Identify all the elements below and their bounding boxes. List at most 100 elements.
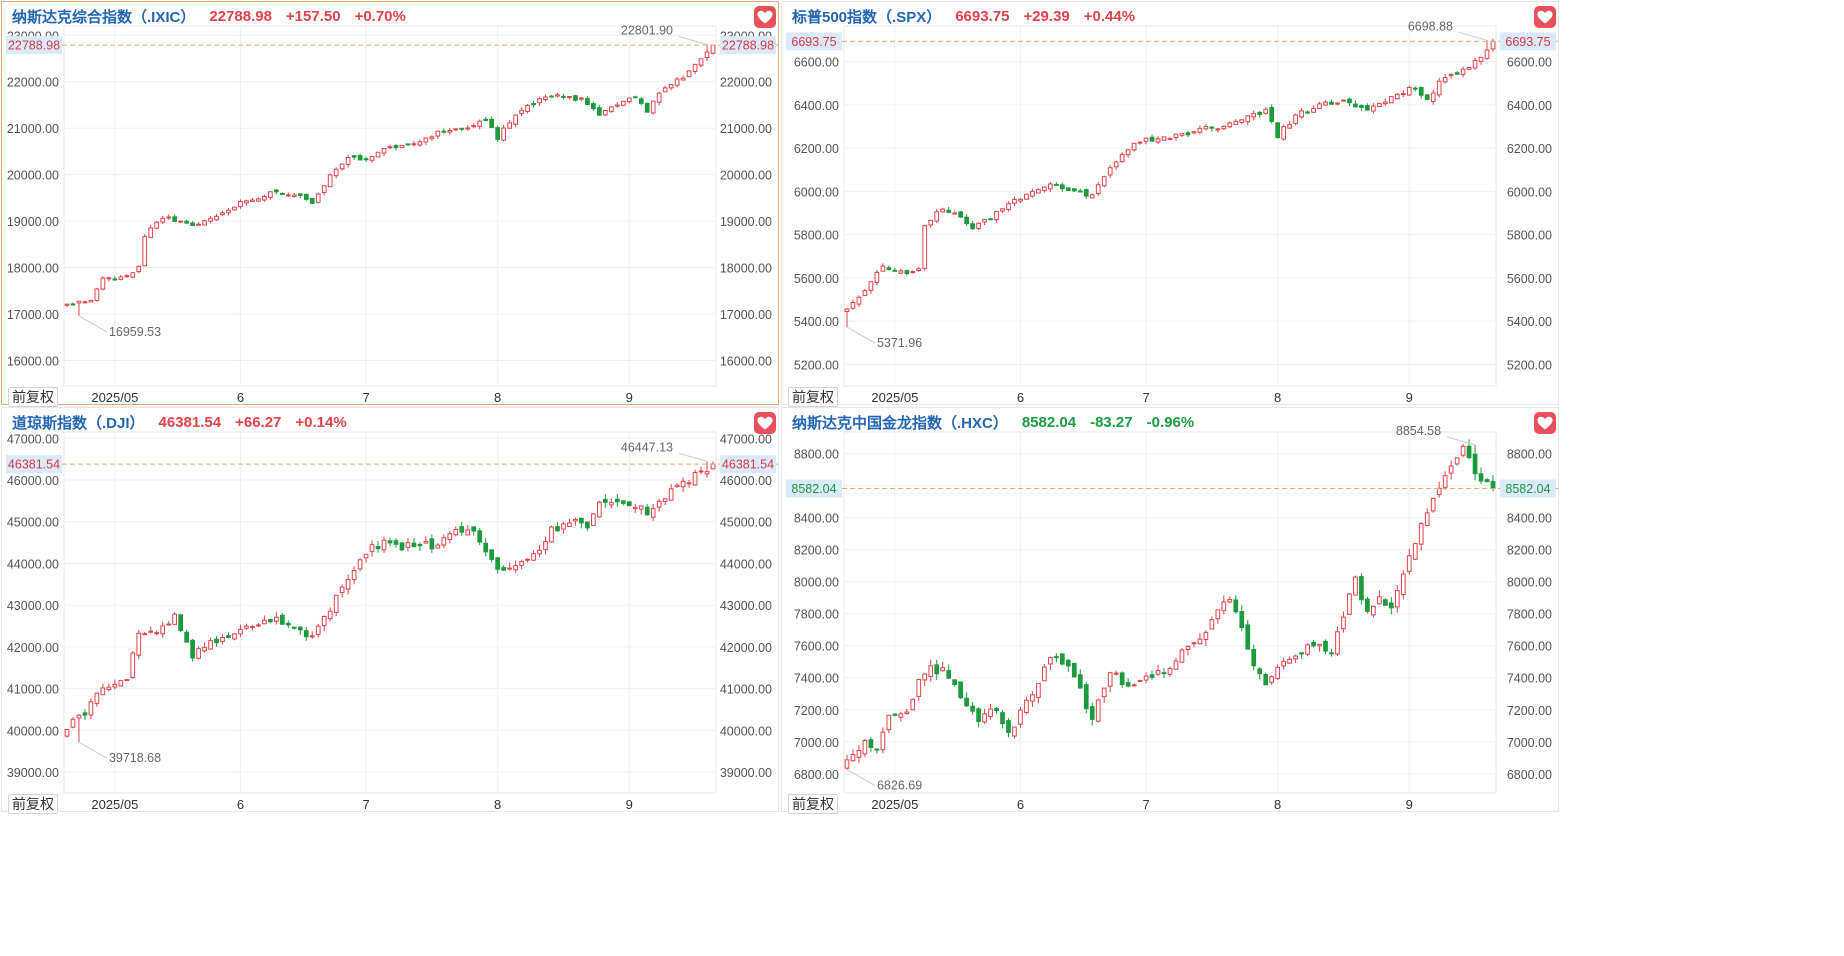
candle[interactable]: [686, 70, 692, 78]
candle[interactable]: [958, 210, 963, 219]
candle[interactable]: [285, 192, 291, 198]
candle[interactable]: [1251, 644, 1257, 671]
candle[interactable]: [1137, 679, 1143, 682]
candle[interactable]: [435, 543, 441, 549]
candle[interactable]: [1394, 93, 1400, 100]
candle[interactable]: [698, 466, 704, 475]
candle[interactable]: [1059, 653, 1065, 666]
candle[interactable]: [856, 295, 862, 308]
candlestick-chart[interactable]: 6800.00 6800.00 7000.00 7000.00 7200.00 7200.…: [782, 408, 1558, 812]
candle[interactable]: [1436, 481, 1442, 498]
candle[interactable]: [489, 116, 495, 128]
candle[interactable]: [1263, 106, 1269, 115]
candle[interactable]: [345, 154, 351, 168]
candle[interactable]: [190, 638, 195, 662]
candle[interactable]: [244, 199, 249, 206]
candle[interactable]: [1071, 188, 1077, 193]
candle[interactable]: [537, 96, 542, 106]
candle[interactable]: [1299, 652, 1304, 659]
candle[interactable]: [1251, 110, 1257, 121]
candle[interactable]: [922, 224, 928, 271]
candle[interactable]: [614, 102, 620, 108]
candle[interactable]: [1131, 142, 1137, 152]
candle[interactable]: [561, 521, 566, 534]
candle[interactable]: [970, 701, 975, 716]
candle[interactable]: [614, 493, 620, 507]
candle[interactable]: [531, 550, 536, 561]
candle[interactable]: [291, 192, 297, 198]
candle[interactable]: [136, 265, 142, 274]
candle[interactable]: [1430, 497, 1436, 513]
candle[interactable]: [1287, 656, 1292, 664]
candle[interactable]: [910, 270, 916, 274]
candle[interactable]: [1233, 595, 1239, 614]
candle[interactable]: [1203, 630, 1209, 646]
candle[interactable]: [844, 754, 850, 770]
candle[interactable]: [591, 101, 596, 111]
chart-panel[interactable]: 纳斯达克中国金龙指数（.HXC） 8582.04 -83.27 -0.96% 6800.…: [781, 407, 1559, 814]
candle[interactable]: [1275, 664, 1281, 681]
candle[interactable]: [1478, 56, 1484, 65]
candle[interactable]: [1221, 125, 1227, 131]
candle[interactable]: [1233, 119, 1239, 126]
candle[interactable]: [662, 85, 668, 93]
candle[interactable]: [465, 125, 471, 131]
adjust-mode-button[interactable]: 前复权: [788, 794, 838, 814]
candle[interactable]: [357, 153, 363, 161]
candle[interactable]: [1239, 119, 1245, 124]
candle[interactable]: [70, 717, 76, 729]
candle[interactable]: [904, 708, 910, 715]
candle[interactable]: [172, 214, 178, 222]
candle[interactable]: [1083, 682, 1089, 714]
candle[interactable]: [620, 100, 626, 107]
candle[interactable]: [940, 207, 946, 213]
candle[interactable]: [411, 538, 417, 548]
candle[interactable]: [184, 219, 189, 224]
candle[interactable]: [100, 276, 106, 291]
candle[interactable]: [1179, 132, 1185, 138]
candle[interactable]: [626, 97, 632, 104]
candle[interactable]: [441, 534, 447, 548]
candle[interactable]: [591, 512, 596, 526]
candle[interactable]: [1460, 443, 1466, 458]
candle[interactable]: [459, 522, 465, 536]
candle[interactable]: [1125, 148, 1131, 158]
candle[interactable]: [1353, 575, 1358, 596]
candle[interactable]: [1353, 100, 1358, 108]
candle[interactable]: [1377, 590, 1382, 605]
candle[interactable]: [1472, 57, 1478, 71]
candle[interactable]: [597, 104, 602, 116]
candle[interactable]: [644, 504, 650, 516]
candle[interactable]: [405, 538, 411, 552]
candle[interactable]: [477, 119, 483, 130]
candle[interactable]: [405, 143, 411, 146]
candle[interactable]: [1000, 710, 1005, 729]
candle[interactable]: [483, 117, 489, 122]
candle[interactable]: [369, 540, 375, 557]
candle[interactable]: [1454, 457, 1460, 466]
candle[interactable]: [602, 494, 608, 508]
candle[interactable]: [112, 679, 118, 690]
candle[interactable]: [279, 613, 285, 625]
candle[interactable]: [922, 673, 928, 687]
candle[interactable]: [214, 635, 219, 647]
candle[interactable]: [321, 185, 327, 196]
candle[interactable]: [315, 623, 321, 638]
candle[interactable]: [1000, 208, 1005, 213]
candle[interactable]: [856, 745, 862, 763]
candle[interactable]: [100, 683, 106, 696]
candle[interactable]: [1484, 40, 1490, 60]
candle[interactable]: [507, 562, 512, 571]
candle[interactable]: [1454, 71, 1460, 75]
candle[interactable]: [585, 96, 590, 105]
candle[interactable]: [1329, 648, 1334, 657]
candle[interactable]: [1107, 165, 1113, 179]
candle[interactable]: [868, 281, 874, 294]
candle[interactable]: [262, 615, 267, 625]
candle[interactable]: [214, 213, 219, 221]
candle[interactable]: [1382, 598, 1388, 606]
favorite-button[interactable]: [1534, 412, 1556, 434]
candle[interactable]: [363, 553, 369, 563]
candle[interactable]: [1089, 702, 1095, 726]
candle[interactable]: [1155, 664, 1161, 676]
